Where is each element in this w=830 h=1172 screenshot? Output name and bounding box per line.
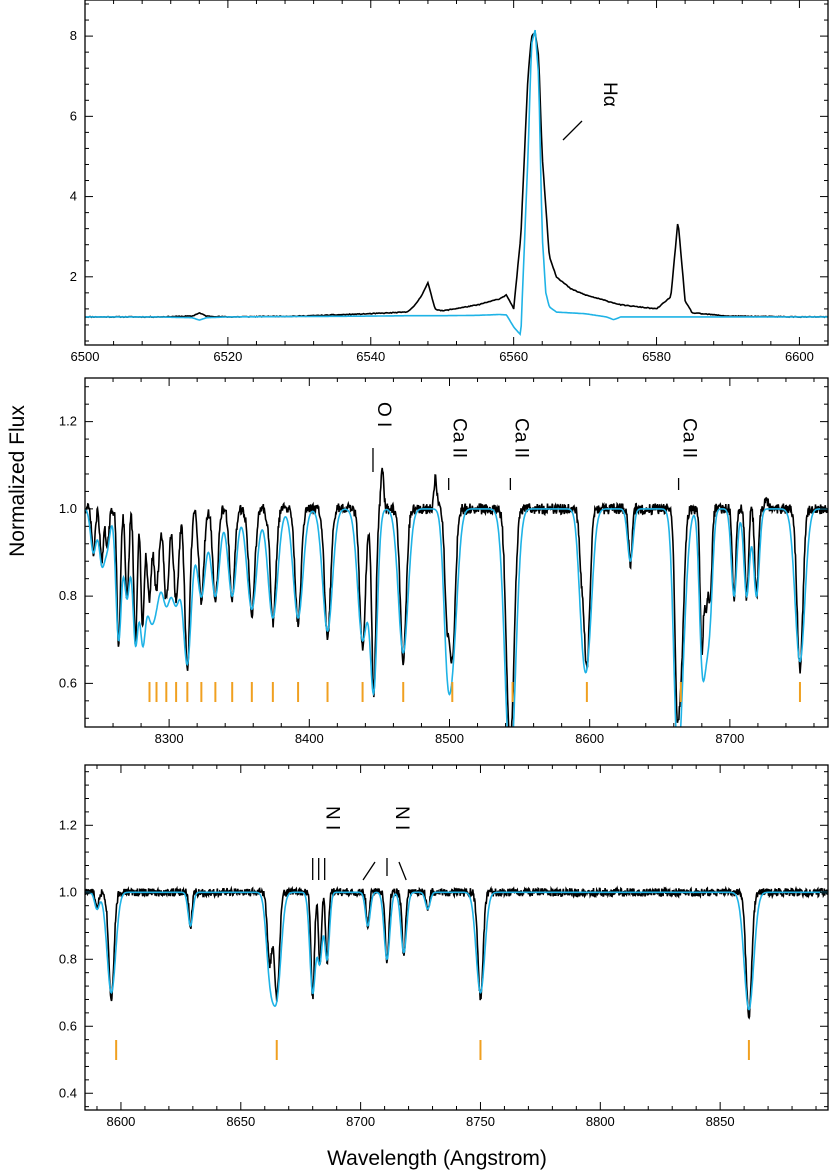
line-id-label: Ca II — [449, 418, 470, 458]
halpha-panel: 6500 6520 6540 6560 6580 6600 2 4 6 8 Hα — [70, 0, 829, 364]
x-tick-label: 8800 — [586, 1114, 615, 1129]
x-tick-label: 8500 — [435, 731, 464, 746]
y-tick-label: 2 — [70, 269, 77, 284]
line-id-label: Ca II — [510, 418, 531, 458]
y-tick-label: 1.0 — [59, 884, 77, 899]
x-tick-label: 6540 — [356, 349, 385, 364]
plot-frame — [84, 0, 829, 346]
plot-frame — [84, 764, 829, 1111]
line-id-leader — [362, 861, 376, 881]
line-id-label: N I — [321, 806, 342, 830]
line-id-leader — [398, 861, 407, 881]
x-tick-label: 6560 — [499, 349, 528, 364]
observed-spectrum-line — [85, 467, 828, 727]
y-tick-label: 1.2 — [59, 817, 77, 832]
plot-area — [85, 467, 828, 727]
plot-frame — [84, 377, 829, 728]
y-tick-label: 4 — [70, 189, 77, 204]
x-tick-label: 8400 — [295, 731, 324, 746]
y-tick-label: 0.6 — [59, 1018, 77, 1033]
y-tick-label: 6 — [70, 108, 77, 123]
x-tick-label: 8300 — [155, 731, 184, 746]
x-tick-label: 8650 — [226, 1114, 255, 1129]
x-tick-label: 6600 — [785, 349, 814, 364]
y-tick-label: 0.8 — [59, 588, 77, 603]
y-tick-label: 0.4 — [59, 1085, 77, 1100]
line-id-leader — [562, 120, 583, 141]
y-tick-label: 1.0 — [59, 501, 77, 516]
observed-spectrum-line — [85, 30, 828, 319]
y-axis-title: Normalized Flux — [6, 405, 29, 557]
plot-area — [85, 885, 828, 1020]
plot-area — [85, 29, 828, 337]
x-tick-label: 6500 — [71, 349, 100, 364]
line-id-label: Ca II — [679, 418, 700, 458]
x-tick-label: 8700 — [346, 1114, 375, 1129]
x-tick-label: 8850 — [706, 1114, 735, 1129]
y-tick-label: 1.2 — [59, 414, 77, 429]
x-tick-label: 8600 — [575, 731, 604, 746]
calcium-triplet-panel: 8300 8400 8500 8600 8700 0.6 0.8 1.0 1.2 O I Ca II… — [59, 377, 829, 746]
model-spectrum-line — [85, 891, 828, 1011]
line-id-label: N I — [391, 806, 412, 830]
x-tick-label: 8600 — [106, 1114, 135, 1129]
y-tick-label: 0.8 — [59, 951, 77, 966]
observed-spectrum-line — [85, 885, 828, 1020]
y-tick-label: 8 — [70, 28, 77, 43]
x-tick-label: 6520 — [213, 349, 242, 364]
y-tick-label: 0.6 — [59, 675, 77, 690]
line-id-label: O I — [373, 402, 394, 427]
x-tick-label: 8700 — [715, 731, 744, 746]
line-id-label: Hα — [599, 82, 620, 107]
x-tick-label: 8750 — [466, 1114, 495, 1129]
x-tick-label: 6580 — [642, 349, 671, 364]
x-axis-title: Wavelength (Angstrom) — [327, 1147, 547, 1170]
model-spectrum-line — [85, 29, 828, 337]
nitrogen-panel: 8600 8650 8700 8750 8800 8850 0.4 0.6 0.8 1.0 1.2 N… — [59, 764, 829, 1129]
model-spectrum-line — [85, 508, 828, 727]
